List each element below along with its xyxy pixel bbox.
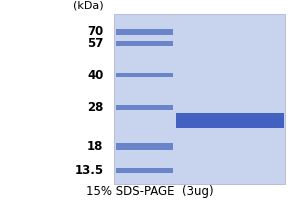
Text: 70: 70 — [87, 25, 104, 38]
FancyBboxPatch shape — [116, 73, 172, 77]
FancyBboxPatch shape — [114, 14, 285, 184]
FancyBboxPatch shape — [116, 143, 172, 150]
FancyBboxPatch shape — [116, 105, 172, 110]
Text: 13.5: 13.5 — [74, 164, 104, 177]
FancyBboxPatch shape — [116, 168, 172, 173]
Text: (kDa): (kDa) — [73, 1, 103, 11]
Text: 15% SDS-PAGE  (3ug): 15% SDS-PAGE (3ug) — [86, 185, 214, 198]
Text: 18: 18 — [87, 140, 104, 153]
FancyBboxPatch shape — [116, 41, 172, 46]
Text: 28: 28 — [87, 101, 104, 114]
Text: 40: 40 — [87, 69, 104, 82]
Text: 57: 57 — [87, 37, 104, 50]
FancyBboxPatch shape — [116, 29, 172, 35]
FancyBboxPatch shape — [176, 113, 284, 128]
